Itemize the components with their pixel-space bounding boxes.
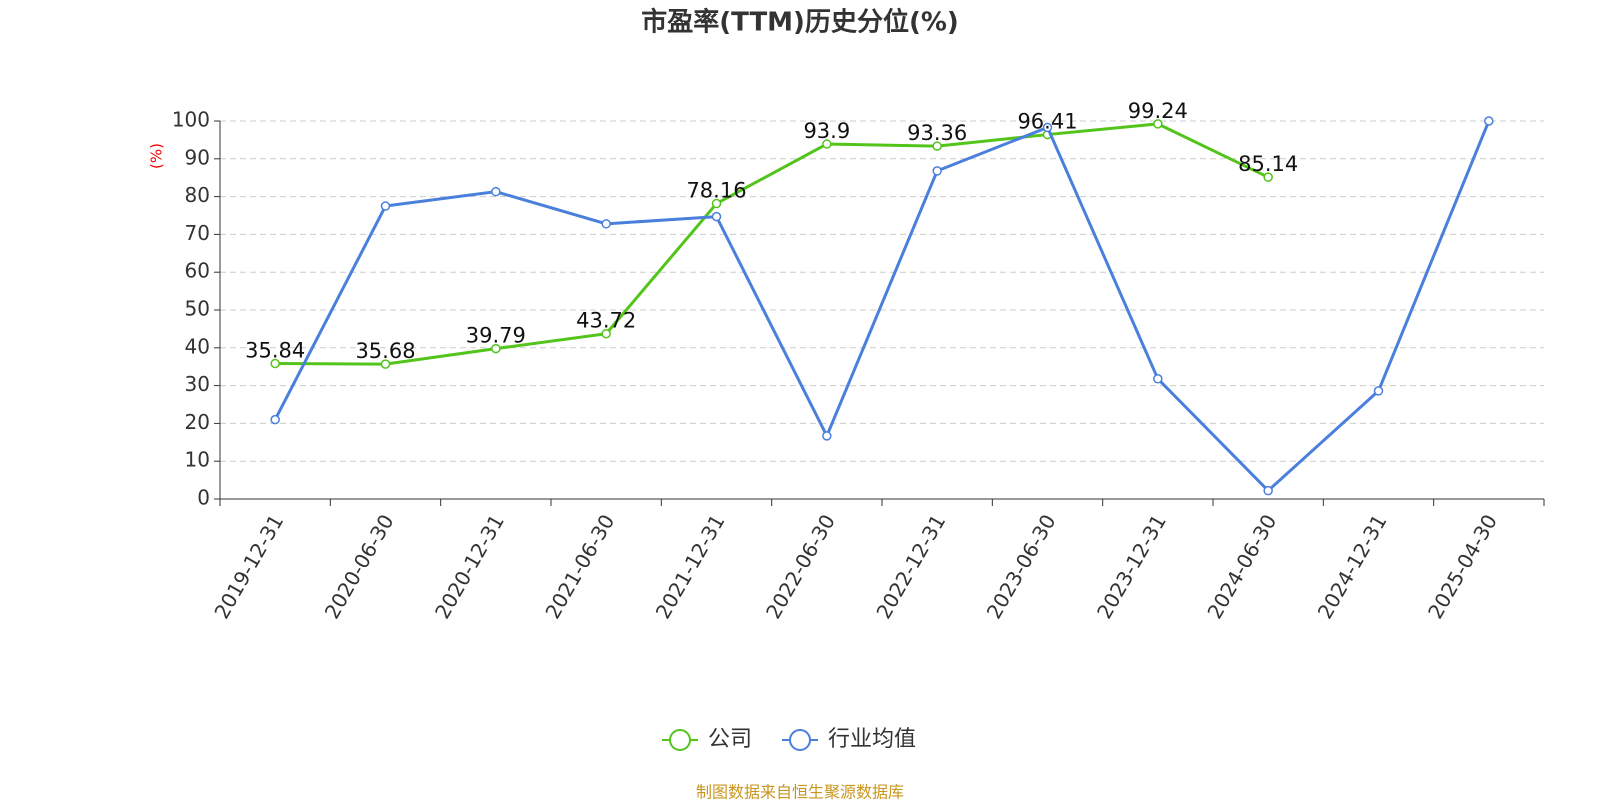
data-point — [270, 358, 280, 369]
y-tick-label: 100 — [172, 108, 210, 132]
data-label: 35.68 — [355, 339, 415, 363]
legend-marker — [789, 729, 812, 751]
y-tick-label: 0 — [197, 486, 210, 510]
footer: 制图数据来自恒生聚源数据库 — [696, 783, 904, 800]
x-tick-label: 2025-04-30 — [1423, 510, 1502, 623]
data-label: 99.24 — [1128, 99, 1188, 123]
data-point — [1042, 122, 1053, 133]
data-point — [711, 211, 722, 222]
legend-marker — [669, 729, 691, 751]
x-tick-label: 2022-06-30 — [761, 510, 840, 623]
data-label: 93.36 — [907, 121, 967, 145]
data-point — [932, 166, 942, 176]
y-tick-label: 40 — [185, 334, 210, 358]
series-line — [275, 122, 1269, 366]
data-point — [380, 201, 391, 211]
x-tick-label: 2020-12-31 — [430, 510, 509, 623]
data-point — [491, 343, 501, 354]
y-tick-label: 20 — [185, 410, 210, 434]
x-tick-label: 2022-12-31 — [871, 510, 950, 623]
data-point — [1153, 374, 1163, 384]
y-tick-label: 60 — [185, 259, 210, 283]
data-label: 85.14 — [1238, 152, 1298, 176]
data-point — [491, 186, 501, 197]
y-tick-label: 50 — [185, 297, 210, 321]
x-tick-label: 2023-06-30 — [982, 510, 1061, 623]
y-tick-label: 80 — [185, 183, 210, 207]
x-tick-label: 2020-06-30 — [320, 510, 399, 623]
data-point — [380, 359, 391, 369]
data-label: 35.84 — [245, 339, 305, 363]
y-tick-label: 30 — [185, 372, 210, 396]
data-point — [601, 219, 611, 229]
x-tick-label: 2023-12-31 — [1092, 510, 1171, 623]
series-line — [273, 120, 1491, 493]
data-point — [822, 139, 832, 149]
data-point — [270, 414, 280, 425]
data-point — [1263, 485, 1273, 496]
data-point — [1153, 119, 1163, 129]
data-label: 93.9 — [803, 119, 850, 143]
data-point — [1484, 116, 1494, 126]
y-axis-label: (%) — [148, 143, 166, 169]
data-point — [711, 198, 722, 209]
y-tick-label: 10 — [185, 448, 210, 472]
data-label: 39.79 — [466, 324, 526, 348]
legend-label: 行业均值 — [828, 727, 916, 752]
data-point — [1263, 172, 1273, 182]
legend-label: 公司 — [708, 727, 752, 752]
data-point — [1373, 386, 1384, 396]
data-label: 43.72 — [576, 309, 636, 333]
data-point — [601, 328, 611, 339]
data-label: 96.41 — [1017, 110, 1077, 134]
data-label: 78.16 — [686, 179, 746, 203]
x-tick-label: 2024-06-30 — [1202, 510, 1281, 623]
x-tick-label: 2021-12-31 — [651, 510, 730, 623]
x-tick-label: 2019-12-31 — [209, 510, 288, 623]
y-tick-label: 70 — [185, 221, 210, 245]
data-point — [932, 141, 942, 151]
x-tick-label: 2024-12-31 — [1313, 510, 1392, 623]
y-tick-label: 90 — [185, 145, 210, 169]
x-tick-label: 2021-06-30 — [540, 510, 619, 623]
chart-title: 市盈率(TTM)历史分位(%) — [641, 7, 959, 38]
data-point — [822, 431, 832, 441]
